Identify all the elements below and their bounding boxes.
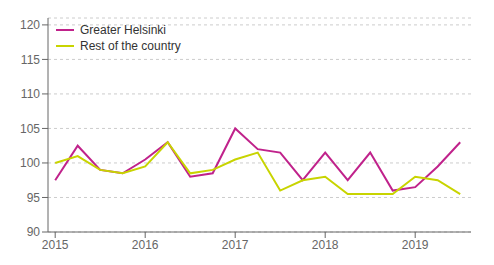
svg-text:2015: 2015 xyxy=(42,238,69,252)
svg-text:2019: 2019 xyxy=(402,238,429,252)
svg-text:110: 110 xyxy=(21,87,40,101)
svg-text:115: 115 xyxy=(21,53,40,67)
svg-text:105: 105 xyxy=(20,122,40,136)
html-text:Rest of the country: Rest of the country xyxy=(80,39,181,53)
svg-text:2018: 2018 xyxy=(312,238,339,252)
svg-text:2017: 2017 xyxy=(222,238,249,252)
svg-text:2016: 2016 xyxy=(132,238,159,252)
svg-text:90: 90 xyxy=(27,225,41,239)
svg-text:95: 95 xyxy=(27,191,41,205)
svg-text:100: 100 xyxy=(20,156,40,170)
svg-text:120: 120 xyxy=(20,18,40,32)
html-text:Greater Helsinki: Greater Helsinki xyxy=(80,23,166,37)
